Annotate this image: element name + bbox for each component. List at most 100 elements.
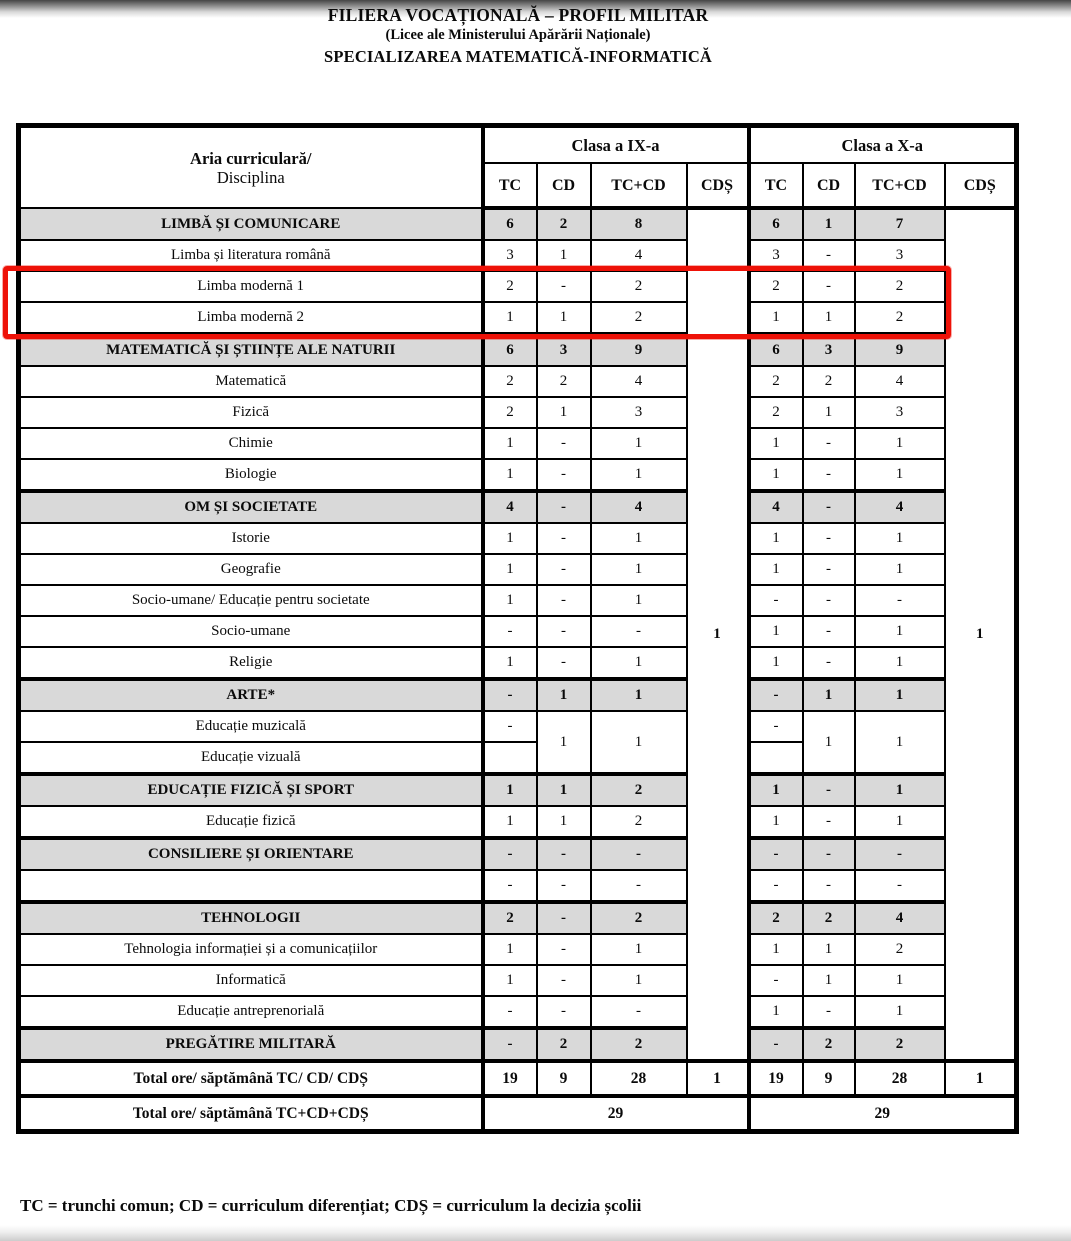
cell-cds-ix-span: 1 <box>685 207 751 1062</box>
cell-tccd-ix: 1 <box>589 964 688 997</box>
cell-tccd-ix: 9 <box>589 332 688 367</box>
row-label: MATEMATICĂ ȘI ȘTIINȚE ALE NATURII <box>17 332 485 367</box>
cell-cd-x: 1 <box>801 396 856 429</box>
subject-row: Informatică 1-1-1 1 <box>17 964 1017 997</box>
cell-cd-ix: 1 <box>535 772 592 807</box>
cell-tc-x: - <box>747 710 804 743</box>
cell-tccd-x: 1 <box>853 964 946 997</box>
cell-tccd-x: 2 <box>853 270 946 303</box>
cell-cd-x: 1 <box>801 933 856 966</box>
row-label: Limba modernă 1 <box>17 270 485 303</box>
cell-tc-x: 1 <box>747 427 804 460</box>
cell-tccd-ix: 3 <box>589 396 688 429</box>
subject-row: Tehnologia informației și a comunicațiil… <box>17 933 1017 966</box>
cell-cd-ix: - <box>535 995 592 1029</box>
cell-tc-ix: 2 <box>481 270 538 303</box>
cell-cd-x: 2 <box>801 365 856 398</box>
subheader-tc-ix: TC <box>481 162 538 210</box>
cell-cd-ix: 1 <box>535 805 592 839</box>
subject-row: Fizică 2 1 3 2 1 3 <box>17 396 1017 429</box>
cell-tc-x: - <box>747 584 804 617</box>
cell-tccd-x: 2 <box>853 301 946 335</box>
subject-row: Chimie 1-1 1-1 <box>17 427 1017 460</box>
cell-tccd-ix: 4 <box>589 489 688 524</box>
cell-tccd-ix: - <box>589 615 688 648</box>
total-tccd-ix: 28 <box>589 1059 688 1097</box>
cell-tc-x: 1 <box>747 615 804 648</box>
cell-cd-x: 1 <box>801 677 856 712</box>
subheader-cds-x: CDȘ <box>943 162 1018 210</box>
cell-cd-x: - <box>801 995 856 1029</box>
cell-cd-x: 1 <box>801 207 856 241</box>
cell-tc-ix: 2 <box>481 365 538 398</box>
cell-tc-ix <box>481 741 538 775</box>
cell-cd-ix: 3 <box>535 332 592 367</box>
cell-tccd-ix: 2 <box>589 270 688 303</box>
class-header-ix: Clasa a IX-a <box>481 124 751 164</box>
subheader-cd-x: CD <box>801 162 856 210</box>
grand-total-x: 29 <box>747 1094 1018 1133</box>
cell-tc-ix: 3 <box>481 239 538 272</box>
cell-tc-x: 2 <box>747 900 804 935</box>
cell-tc-x: 1 <box>747 646 804 680</box>
cell-cd-x: - <box>801 239 856 272</box>
section-row: OM ȘI SOCIETATE 4-4 4-4 <box>17 489 1017 524</box>
total-row2-label: Total ore/ săptămână TC+CD+CDȘ <box>17 1094 485 1133</box>
subheader-tccd-ix: TC+CD <box>589 162 688 210</box>
cell-tccd-ix: 1 <box>589 458 688 492</box>
cell-tc-ix: 1 <box>481 458 538 492</box>
cell-tccd-x-merged: 1 <box>853 710 946 775</box>
section-row: PREGĂTIRE MILITARĂ -2 2-2 2 <box>17 1026 1017 1062</box>
cell-cd-x: - <box>801 805 856 839</box>
cell-tccd-ix: 4 <box>589 365 688 398</box>
blank-row: ------ <box>17 869 1017 903</box>
cell-tccd-ix: - <box>589 995 688 1029</box>
cell-tccd-x: 1 <box>853 772 946 807</box>
cell-tc-ix: - <box>481 995 538 1029</box>
cell-tccd-ix: 1 <box>589 522 688 555</box>
row-label: Fizică <box>17 396 485 429</box>
subject-row: Educație fizică 1 1 2 1-1 <box>17 805 1017 839</box>
cell-tccd-ix: 8 <box>589 207 688 241</box>
cell-tccd-x: 1 <box>853 458 946 492</box>
class-header-x: Clasa a X-a <box>747 124 1018 164</box>
cell-tccd-ix: 2 <box>589 1026 688 1062</box>
cell-tccd-ix: 2 <box>589 805 688 839</box>
cell-cd-ix: 1 <box>535 396 592 429</box>
cell-tc-ix: - <box>481 710 538 743</box>
page-top-shade <box>0 0 1071 18</box>
cell-cd-ix: 1 <box>535 239 592 272</box>
cell-tccd-x: - <box>853 584 946 617</box>
section-row: MATEMATICĂ ȘI ȘTIINȚE ALE NATURII 6 3 9 6 3 9 <box>17 332 1017 367</box>
corner-header-line2: Disciplina <box>216 167 285 187</box>
cell-cd-ix: - <box>535 836 592 871</box>
section-row: EDUCAȚIE FIZICĂ ȘI SPORT 1 1 2 1-1 <box>17 772 1017 807</box>
corner-header-line1: Aria curriculară/ <box>190 148 312 168</box>
cell-cd-ix: 2 <box>535 207 592 241</box>
cell-tc-ix: - <box>481 836 538 871</box>
cell-cd-x: - <box>801 458 856 492</box>
cell-cd-ix: - <box>535 458 592 492</box>
cell-cd-ix: 2 <box>535 1026 592 1062</box>
cell-tccd-ix: 4 <box>589 239 688 272</box>
cell-tccd-x: - <box>853 869 946 903</box>
cell-tccd-ix: 1 <box>589 677 688 712</box>
cell-tc-ix: 1 <box>481 772 538 807</box>
row-label: Istorie <box>17 522 485 555</box>
cell-tccd-x: 4 <box>853 489 946 524</box>
cell-tccd-ix: - <box>589 869 688 903</box>
cell-tc-ix: 2 <box>481 900 538 935</box>
cell-tc-x: - <box>747 677 804 712</box>
cell-tc-ix: 1 <box>481 646 538 680</box>
cell-cd-ix: - <box>535 646 592 680</box>
subject-row: Biologie 1-1 1-1 <box>17 458 1017 492</box>
cell-tccd-ix: 2 <box>589 900 688 935</box>
cell-tc-x: - <box>747 869 804 903</box>
cell-tccd-x: 1 <box>853 805 946 839</box>
cell-cd-ix-merged: 1 <box>535 710 592 775</box>
cell-tc-ix: 1 <box>481 933 538 966</box>
total-cds-ix: 1 <box>685 1059 751 1097</box>
cell-cd-ix: - <box>535 427 592 460</box>
